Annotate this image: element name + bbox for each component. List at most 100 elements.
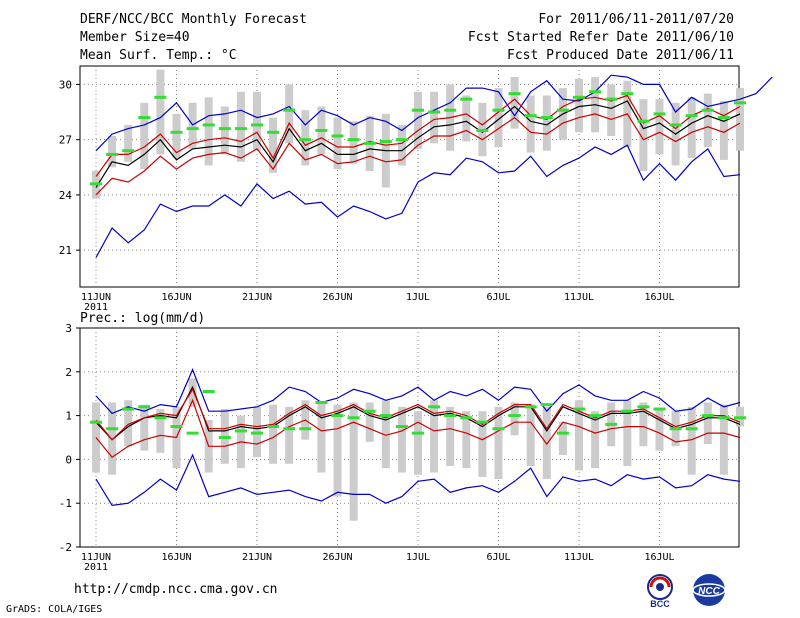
x-tick-label: 16JUN <box>161 292 191 303</box>
y-tick-label: 24 <box>59 189 73 202</box>
spread-box <box>462 95 471 142</box>
series-max <box>95 74 773 152</box>
y-tick-label: 2 <box>65 366 72 379</box>
spread-box <box>414 411 422 475</box>
spread-box <box>285 84 294 144</box>
variable-label: Mean Surf. Temp.: °C <box>80 48 237 63</box>
spread-box <box>703 402 712 445</box>
x-tick-label: 16JUL <box>644 292 674 303</box>
x-tick-label: 21JUN <box>242 292 272 303</box>
x-tick-label: 11JUN <box>81 292 111 303</box>
y-tick-label: 3 <box>65 322 72 335</box>
y-tick-label: 21 <box>59 244 72 257</box>
series-min <box>95 453 741 507</box>
spread-box <box>301 110 310 166</box>
spread-box <box>558 422 567 456</box>
spread-box <box>333 404 342 497</box>
spread-box <box>542 95 551 151</box>
spread-box <box>333 117 342 170</box>
ncc-logo-text: NCC <box>698 586 720 597</box>
spread-box <box>655 409 664 451</box>
spread-box <box>220 106 229 155</box>
spread-box <box>397 406 406 473</box>
spread-box <box>703 93 712 148</box>
spread-box <box>575 78 583 133</box>
x-tick-label: 6JUL <box>486 292 510 303</box>
panel-1: 11JUN 16JUN 21JUN 26JUN 1JUL 6JUL 11JUL 16JUL 20… <box>59 65 773 313</box>
x-tick-label: 6JUL <box>486 552 510 563</box>
spread-box <box>575 400 583 471</box>
x-tick-label: 16JUN <box>161 552 191 563</box>
y-tick-label: 1 <box>65 410 72 423</box>
forecast-range: For 2011/06/11-2011/07/20 <box>538 12 734 27</box>
spread-box <box>269 404 278 464</box>
spread-box <box>253 91 261 151</box>
chart-title: DERF/NCC/BCC Monthly Forecast <box>80 12 307 27</box>
spread-box <box>446 406 455 466</box>
spread-box <box>204 97 213 166</box>
grads-credit: GrADS: COLA/IGES <box>6 604 103 615</box>
x-tick-label: 1JUL <box>406 292 430 303</box>
spread-box <box>655 99 664 155</box>
spread-box <box>397 124 406 166</box>
spread-box <box>172 113 181 159</box>
spread-box <box>687 406 696 475</box>
spread-box <box>108 402 117 475</box>
series-control <box>95 94 741 177</box>
panel-2: 11JUN 16JUN 21JUN 26JUN 1JUL 6JUL 11JUL 16JUL20… <box>59 322 746 573</box>
y-tick-label: 30 <box>59 78 72 91</box>
x-tick-label: 26JUN <box>322 552 352 563</box>
x-tick-label: 11JUL <box>564 552 594 563</box>
spread-box <box>269 117 278 173</box>
spread-box <box>542 406 551 480</box>
y-tick-label: 0 <box>65 453 72 466</box>
spread-box <box>156 69 165 155</box>
series-ctrl_low <box>95 113 741 196</box>
spread-box <box>124 400 133 447</box>
series-mean <box>95 100 741 188</box>
y-tick-label: -2 <box>59 541 72 554</box>
spread-box <box>494 88 503 148</box>
forecast-produced-date: Fcst Produced Date 2011/06/11 <box>507 48 734 63</box>
spread-box <box>526 95 535 153</box>
x-tick-label: 11JUN <box>81 552 111 563</box>
x-tick-label: 26JUN <box>322 292 352 303</box>
series-min <box>95 144 741 258</box>
ncc-logo: NCC <box>692 574 726 606</box>
spread-box <box>639 99 648 171</box>
x-year-label: 2011 <box>84 302 108 313</box>
spread-box <box>623 400 632 466</box>
series-max <box>95 368 741 415</box>
series-control <box>95 398 741 459</box>
x-tick-label: 11JUL <box>564 292 594 303</box>
spread-box <box>510 77 519 129</box>
spread-box <box>108 135 117 168</box>
x-year-label: 2011 <box>84 562 108 573</box>
spread-box <box>526 404 535 466</box>
y-tick-label: -1 <box>59 497 72 510</box>
precip-panel-title: Prec.: log(mm/d) <box>80 311 205 326</box>
spread-box <box>124 124 133 162</box>
spread-box <box>430 91 439 144</box>
spread-box <box>719 404 728 475</box>
spread-box <box>736 88 744 151</box>
spread-box <box>349 121 358 164</box>
spread-box <box>478 411 487 477</box>
spread-box <box>349 402 358 521</box>
plot-frame <box>79 65 740 288</box>
spread-box <box>140 404 149 451</box>
bcc-logo-text: BCC <box>650 599 670 608</box>
member-size: Member Size=40 <box>80 30 190 45</box>
spread-box <box>430 400 439 473</box>
spread-box <box>687 97 696 159</box>
spread-box <box>285 406 294 464</box>
x-tick-label: 1JUL <box>406 552 430 563</box>
spread-box <box>639 402 648 447</box>
spread-box <box>365 402 374 442</box>
x-tick-label: 21JUN <box>242 552 272 563</box>
spread-box <box>236 91 245 162</box>
x-tick-label: 16JUL <box>644 552 674 563</box>
spread-box <box>607 84 616 136</box>
source-url[interactable]: http://cmdp.ncc.cma.gov.cn <box>74 582 278 597</box>
